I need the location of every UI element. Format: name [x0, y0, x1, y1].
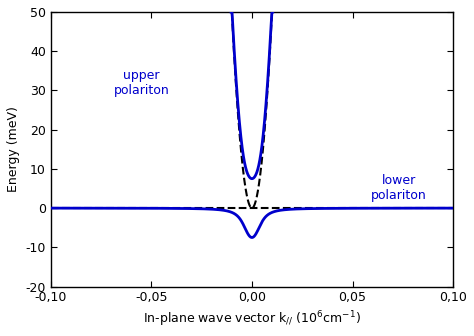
Text: upper
polariton: upper polariton: [113, 69, 169, 96]
Y-axis label: Energy (meV): Energy (meV): [7, 106, 20, 192]
X-axis label: In-plane wave vector k$_{//}$ (10$^6$cm$^{-1}$): In-plane wave vector k$_{//}$ (10$^6$cm$…: [143, 310, 361, 329]
Text: lower
polariton: lower polariton: [371, 174, 427, 203]
